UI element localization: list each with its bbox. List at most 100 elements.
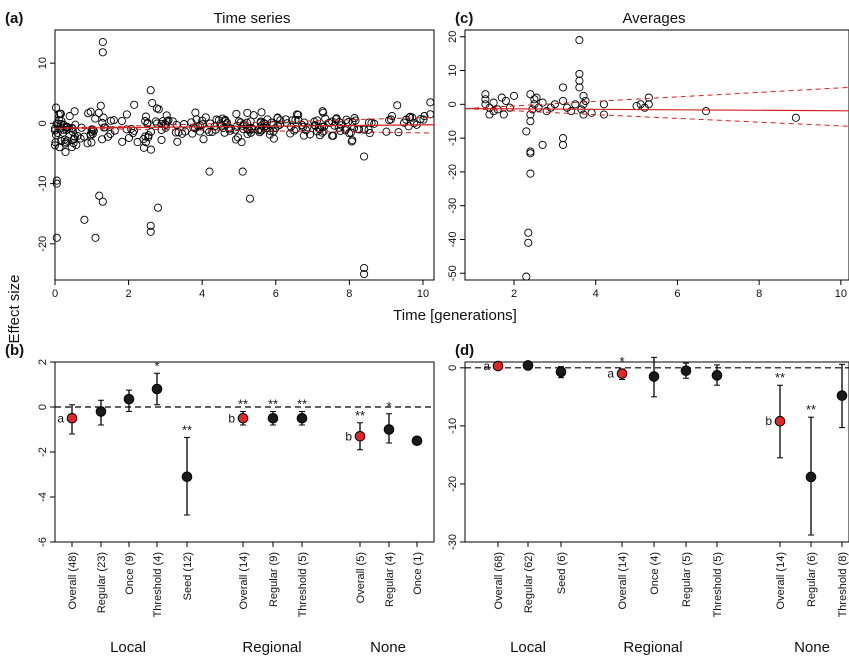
data-point xyxy=(61,138,70,147)
data-point xyxy=(791,113,800,122)
data-point xyxy=(426,110,435,119)
data-point xyxy=(234,117,243,126)
category-label: Overall (14) xyxy=(775,552,787,609)
data-point xyxy=(148,98,157,108)
ci-upper-line xyxy=(54,116,435,129)
data-point xyxy=(94,108,103,117)
data-point xyxy=(72,140,81,150)
mean-point xyxy=(805,471,817,483)
data-point xyxy=(701,107,711,116)
x-tick-label: 4 xyxy=(199,288,205,300)
data-point xyxy=(575,36,584,45)
data-point xyxy=(146,227,155,236)
mean-point xyxy=(522,360,534,371)
data-point xyxy=(84,109,93,118)
data-point xyxy=(51,103,61,112)
data-point xyxy=(118,137,127,146)
data-point xyxy=(526,169,535,178)
mean-point xyxy=(66,412,78,424)
data-point xyxy=(95,191,104,200)
data-point xyxy=(124,133,134,142)
data-point xyxy=(644,93,653,102)
data-point xyxy=(526,117,535,126)
category-label: Seed (6) xyxy=(556,552,568,594)
x-tick-label: 2 xyxy=(511,288,517,300)
data-point xyxy=(575,83,584,92)
mean-point xyxy=(492,360,504,372)
group-label: Local xyxy=(110,639,146,656)
data-point xyxy=(146,145,156,154)
mean-point xyxy=(123,393,135,405)
mean-point xyxy=(774,415,786,427)
data-point xyxy=(191,108,200,117)
data-point xyxy=(567,107,576,116)
data-point xyxy=(532,93,541,102)
data-point xyxy=(538,98,547,107)
data-point xyxy=(243,108,252,117)
data-point xyxy=(571,100,580,109)
data-point xyxy=(350,114,359,123)
data-point xyxy=(152,104,161,113)
y-tick-label: 0 xyxy=(447,365,459,371)
data-point xyxy=(87,138,96,147)
y-tick-label: -4 xyxy=(37,492,49,502)
category-label: Overall (48) xyxy=(67,552,79,609)
data-point xyxy=(579,110,588,119)
category-label: Once (4) xyxy=(649,552,661,595)
data-point xyxy=(146,221,155,230)
data-point xyxy=(509,91,519,100)
y-tick-label: -2 xyxy=(37,447,49,457)
data-point xyxy=(501,96,510,105)
data-point xyxy=(558,140,568,149)
regression-line xyxy=(54,124,435,129)
data-point xyxy=(550,100,559,109)
data-point xyxy=(273,114,282,123)
significance-marker: ** xyxy=(182,422,192,437)
data-point xyxy=(146,86,155,95)
data-point xyxy=(67,143,76,152)
category-label: Regular (4) xyxy=(384,552,396,607)
data-point xyxy=(341,126,350,135)
data-point xyxy=(245,194,255,203)
panel-d-letter: (d) xyxy=(455,342,474,359)
data-point xyxy=(162,111,171,120)
data-point xyxy=(139,143,148,152)
data-point xyxy=(232,109,241,118)
mean-point xyxy=(648,371,660,382)
data-point xyxy=(336,126,345,135)
group-letter: a xyxy=(607,367,614,381)
data-point xyxy=(328,131,337,140)
data-point xyxy=(179,120,189,129)
category-label: Threshold (5) xyxy=(297,552,309,617)
ci-upper-line xyxy=(464,86,849,110)
data-point xyxy=(52,176,61,185)
data-point xyxy=(281,115,290,124)
significance-marker: * xyxy=(154,358,159,373)
y-tick-label: 0 xyxy=(447,101,459,107)
data-point xyxy=(364,125,373,134)
data-point xyxy=(146,127,156,136)
data-point xyxy=(153,203,163,212)
data-point xyxy=(360,125,369,134)
data-point xyxy=(269,134,278,143)
data-point xyxy=(65,112,74,121)
data-point xyxy=(269,127,278,136)
mean-point xyxy=(181,471,193,483)
x-tick-label: 2 xyxy=(126,288,132,300)
group-letter: b xyxy=(228,411,235,425)
data-point xyxy=(88,125,97,134)
y-tick-label: -30 xyxy=(447,534,459,550)
data-point xyxy=(522,127,531,136)
panel-c-frame xyxy=(464,29,849,281)
data-point xyxy=(579,91,588,100)
category-label: Regular (23) xyxy=(96,552,108,613)
category-label: Threshold (8) xyxy=(837,552,849,617)
data-point xyxy=(98,37,107,47)
data-point xyxy=(400,118,409,127)
group-label: Local xyxy=(510,639,546,656)
data-point xyxy=(419,115,428,124)
data-point xyxy=(260,119,269,128)
data-point xyxy=(332,114,341,123)
y-tick-label: -40 xyxy=(447,232,459,248)
y-tick-label: -10 xyxy=(447,130,459,146)
